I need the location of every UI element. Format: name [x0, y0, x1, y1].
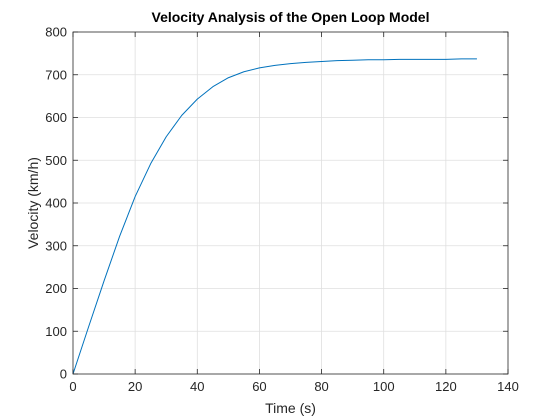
x-tick-label: 40 [190, 379, 204, 394]
y-tick-label: 800 [45, 25, 67, 40]
x-axis-label: Time (s) [265, 400, 316, 416]
y-tick-label: 600 [45, 110, 67, 125]
x-tick-label: 80 [314, 379, 328, 394]
chart-title: Velocity Analysis of the Open Loop Model [152, 9, 430, 25]
y-tick-label: 100 [45, 324, 67, 339]
y-tick-label: 200 [45, 281, 67, 296]
y-axis-label: Velocity (km/h) [25, 157, 41, 249]
x-tick-label: 0 [69, 379, 76, 394]
x-tick-label: 120 [435, 379, 457, 394]
ticks-layer: 0 20 40 60 80 100 120 140 0 100 200 300 400 500 600 700… [45, 25, 519, 395]
x-tick-label: 60 [252, 379, 266, 394]
y-tick-label: 0 [60, 367, 67, 382]
series-layer [72, 58, 477, 375]
y-tick-label: 300 [45, 238, 67, 253]
x-tick-label: 140 [497, 379, 519, 394]
series-line [72, 58, 477, 375]
grid-lines [73, 32, 508, 374]
y-tick-label: 700 [45, 67, 67, 82]
y-tick-label: 400 [45, 196, 67, 211]
x-tick-label: 20 [128, 379, 142, 394]
x-tick-label: 100 [373, 379, 395, 394]
y-tick-label: 500 [45, 153, 67, 168]
